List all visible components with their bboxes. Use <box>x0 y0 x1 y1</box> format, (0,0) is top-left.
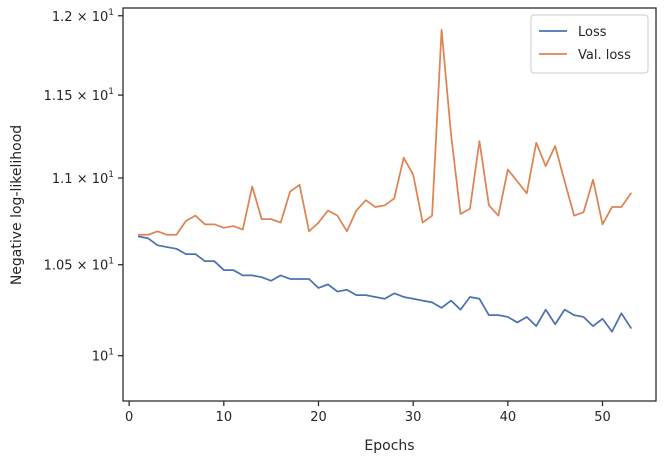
y-tick-label: 1.1 × 101 <box>52 170 114 187</box>
axes-frame <box>122 7 657 402</box>
x-tick-label: 0 <box>125 410 133 425</box>
series-line-loss <box>137 235 632 333</box>
y-axis-ticks: 101 1.05 × 101 1.1 × 101 1.15 × 101 1.2 × 10… <box>44 8 123 365</box>
legend: Loss Val. loss <box>530 14 649 74</box>
x-tick-label: 50 <box>594 410 611 425</box>
x-tick-label: 40 <box>500 410 517 425</box>
y-axis-label: Negative log-likelihood <box>9 125 25 285</box>
x-tick-label: 30 <box>405 410 422 425</box>
y-tick-label: 101 <box>92 348 114 365</box>
x-axis-ticks: 0 10 20 30 40 50 <box>125 401 611 425</box>
legend-box <box>530 14 649 74</box>
x-tick-label: 10 <box>216 410 233 425</box>
x-axis-label: Epochs <box>364 438 414 454</box>
legend-label: Val. loss <box>578 48 631 63</box>
y-tick-label: 1.15 × 101 <box>44 87 114 104</box>
series-layer <box>137 28 632 333</box>
series-line-val-loss <box>137 28 632 236</box>
legend-label: Loss <box>578 25 607 40</box>
x-tick-label: 20 <box>310 410 327 425</box>
y-tick-label: 1.2 × 101 <box>52 8 114 25</box>
y-tick-label: 1.05 × 101 <box>44 257 114 274</box>
